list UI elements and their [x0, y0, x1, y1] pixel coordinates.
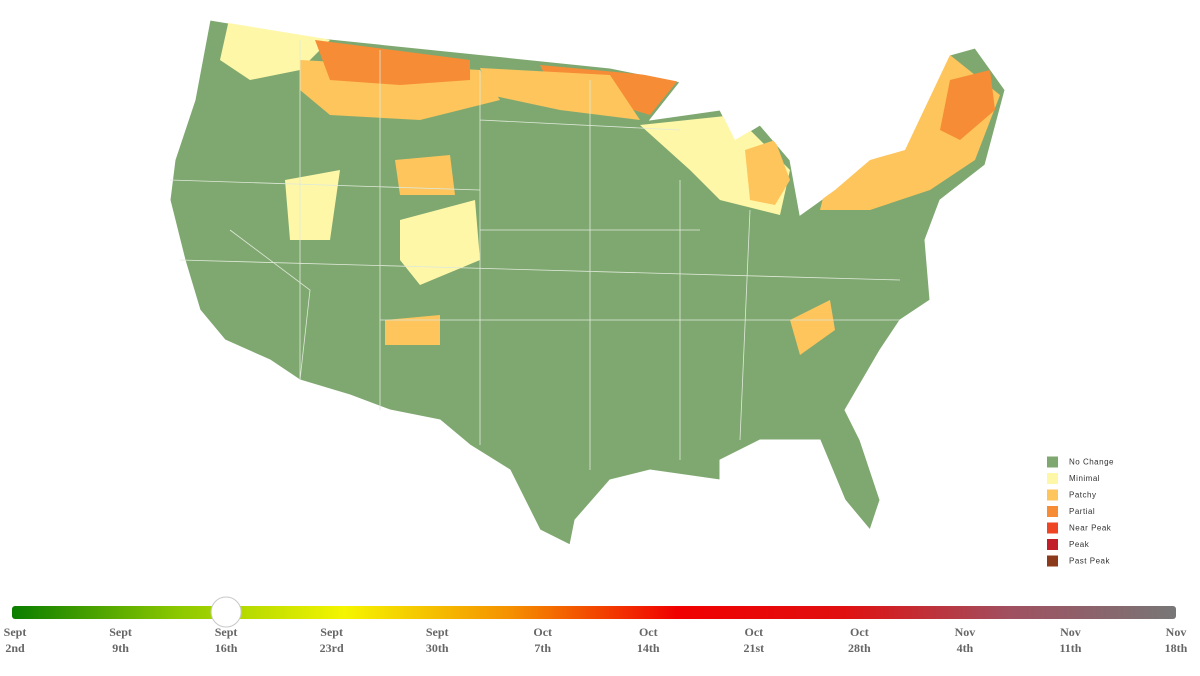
timeline-day[interactable]: 18th — [1165, 641, 1188, 655]
legend-label: Patchy — [1069, 491, 1096, 500]
timeline-month[interactable]: Oct — [639, 625, 658, 639]
legend-swatch — [1047, 539, 1058, 550]
region-patchy-app — [790, 300, 835, 355]
timeline-month[interactable]: Oct — [744, 625, 763, 639]
legend-label: Peak — [1069, 540, 1090, 549]
timeline-day[interactable]: 30th — [426, 641, 449, 655]
region-patchy-mn — [480, 68, 640, 120]
timeline-knob[interactable] — [210, 596, 242, 628]
legend-label: Minimal — [1069, 474, 1100, 483]
timeline-day[interactable]: 28th — [848, 641, 871, 655]
timeline-day[interactable]: 2nd — [5, 641, 25, 655]
timeline-month[interactable]: Sept — [320, 625, 343, 639]
timeline-month[interactable]: Oct — [533, 625, 552, 639]
region-minimal-west — [285, 170, 340, 240]
timeline-month[interactable]: Sept — [109, 625, 132, 639]
timeline-month[interactable]: Nov — [1060, 625, 1081, 639]
region-patchy-wy — [395, 155, 455, 195]
timeline-day[interactable]: 14th — [637, 641, 660, 655]
legend-swatch — [1047, 522, 1058, 534]
timeline-day[interactable]: 4th — [957, 641, 974, 655]
foliage-regions — [220, 20, 1000, 355]
timeline-day[interactable]: 9th — [112, 641, 129, 655]
legend-swatch — [1047, 555, 1058, 567]
legend-label: Past Peak — [1069, 557, 1110, 566]
legend-swatch — [1047, 473, 1058, 484]
us-map — [169, 19, 1006, 546]
legend-label: Partial — [1069, 507, 1095, 516]
timeline: Sept 2nd Sept 9th Sept 16th Sept 23rd Sept 30th Oc… — [4, 596, 1188, 655]
state-borders — [169, 40, 901, 470]
legend-label: Near Peak — [1069, 524, 1112, 533]
region-partial — [315, 40, 470, 85]
timeline-track[interactable] — [12, 606, 1176, 619]
timeline-day[interactable]: 23rd — [320, 641, 344, 655]
timeline-day[interactable]: 7th — [534, 641, 551, 655]
timeline-day[interactable]: 21st — [743, 641, 764, 655]
timeline-month[interactable]: Nov — [1166, 625, 1187, 639]
region-patchy-nm — [385, 315, 440, 345]
state-border — [169, 40, 901, 470]
timeline-month[interactable]: Oct — [850, 625, 869, 639]
region-partial-me — [940, 70, 995, 140]
timeline-day[interactable]: 11th — [1059, 641, 1081, 655]
timeline-month[interactable]: Sept — [4, 625, 27, 639]
legend-swatch — [1047, 456, 1058, 468]
timeline-month[interactable]: Sept — [215, 625, 238, 639]
legend-swatch — [1047, 489, 1058, 501]
timeline-month[interactable]: Sept — [426, 625, 449, 639]
legend-label: No Change — [1069, 458, 1114, 467]
timeline-month[interactable]: Nov — [955, 625, 976, 639]
legend-swatch — [1047, 506, 1058, 517]
timeline-day[interactable]: 16th — [215, 641, 238, 655]
legend: No Change Minimal Patchy Partial Near Peak Pe… — [1047, 456, 1114, 567]
region-minimal-co — [400, 200, 480, 285]
region-patchy-mi — [745, 140, 790, 205]
us-outline — [169, 19, 1006, 546]
